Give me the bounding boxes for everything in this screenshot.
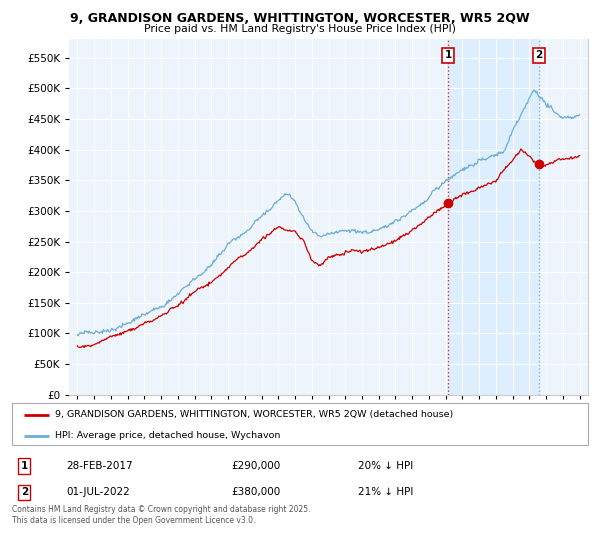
Text: 01-JUL-2022: 01-JUL-2022 <box>67 487 130 497</box>
Text: 9, GRANDISON GARDENS, WHITTINGTON, WORCESTER, WR5 2QW (detached house): 9, GRANDISON GARDENS, WHITTINGTON, WORCE… <box>55 410 454 419</box>
Text: 2: 2 <box>535 50 543 60</box>
FancyBboxPatch shape <box>12 403 588 445</box>
Text: 9, GRANDISON GARDENS, WHITTINGTON, WORCESTER, WR5 2QW: 9, GRANDISON GARDENS, WHITTINGTON, WORCE… <box>70 12 530 25</box>
Text: 1: 1 <box>445 50 452 60</box>
Text: 21% ↓ HPI: 21% ↓ HPI <box>358 487 413 497</box>
Text: HPI: Average price, detached house, Wychavon: HPI: Average price, detached house, Wych… <box>55 431 281 441</box>
Text: £380,000: £380,000 <box>231 487 280 497</box>
Text: 2: 2 <box>20 487 28 497</box>
Bar <box>448 39 539 395</box>
Text: £290,000: £290,000 <box>231 461 280 471</box>
Text: 28-FEB-2017: 28-FEB-2017 <box>67 461 133 471</box>
Text: 20% ↓ HPI: 20% ↓ HPI <box>358 461 413 471</box>
Text: Contains HM Land Registry data © Crown copyright and database right 2025.
This d: Contains HM Land Registry data © Crown c… <box>12 506 311 525</box>
Text: 1: 1 <box>20 461 28 471</box>
Text: Price paid vs. HM Land Registry's House Price Index (HPI): Price paid vs. HM Land Registry's House … <box>144 24 456 34</box>
